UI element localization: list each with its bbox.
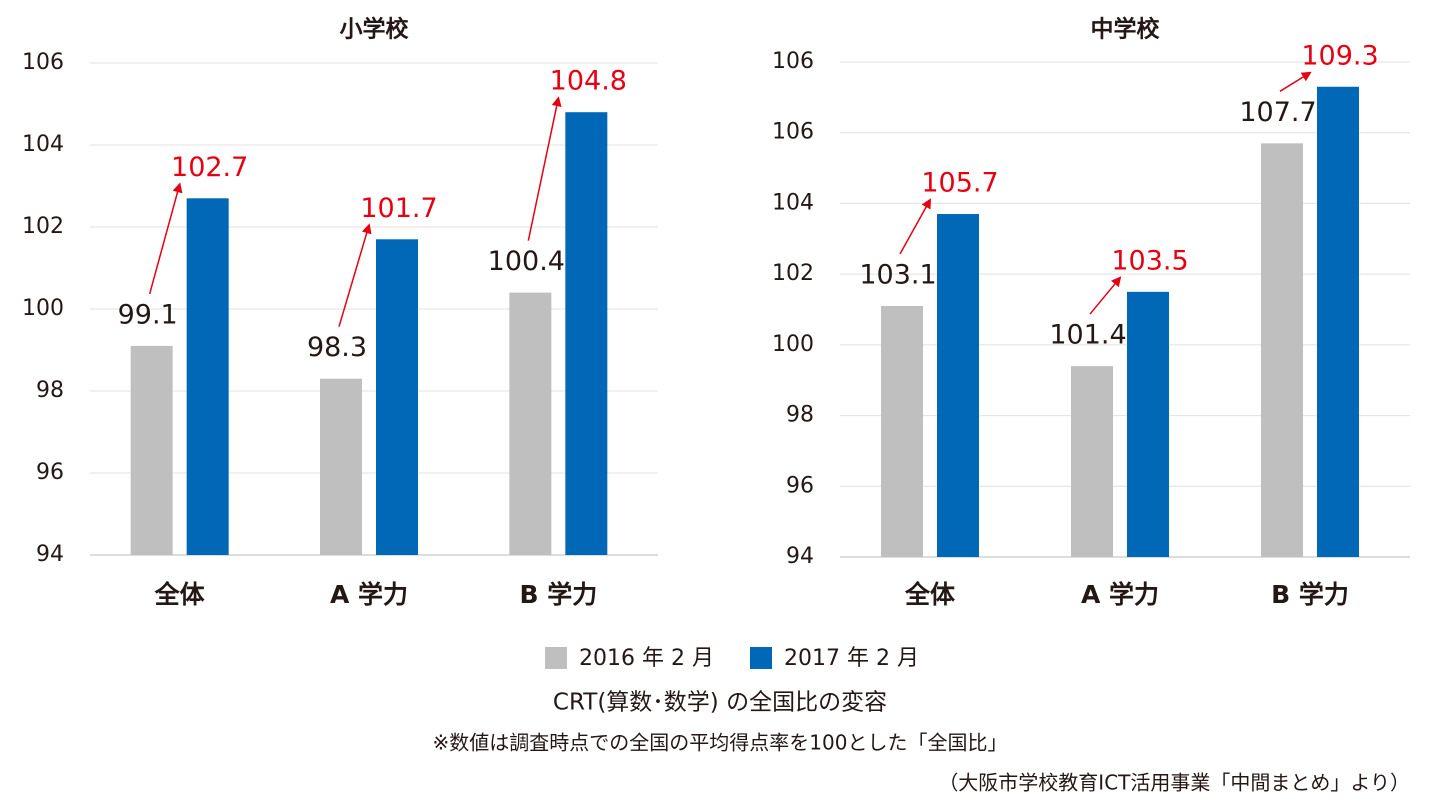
y-tick-label: 106 [772, 120, 814, 145]
bar [937, 214, 979, 558]
x-tick-label: 全体 [154, 580, 206, 609]
bar [320, 378, 362, 555]
y-tick-label: 100 [772, 332, 814, 357]
y-tick-label: 96 [786, 473, 814, 498]
bar [1317, 86, 1359, 557]
bar [130, 345, 173, 555]
x-tick-label: B 学力 [519, 580, 597, 609]
data-label: 103.1 [859, 259, 936, 290]
y-tick-label: 96 [36, 460, 64, 485]
data-label: 105.7 [921, 168, 998, 199]
data-label: 98.3 [307, 332, 367, 363]
x-tick-label: A 学力 [1081, 580, 1159, 609]
legend-label: 2016 年 2 月 [579, 646, 714, 671]
data-label: 103.5 [1111, 245, 1188, 276]
y-tick-label: 100 [22, 296, 64, 321]
data-label: 101.4 [1049, 320, 1126, 351]
y-tick-label: 104 [772, 190, 814, 215]
data-label: 99.1 [118, 299, 178, 330]
data-label: 101.7 [360, 193, 437, 224]
trend-arrow [148, 182, 183, 295]
y-tick-label: 102 [22, 214, 64, 239]
bar [509, 292, 552, 555]
bar [186, 198, 229, 556]
note: ※数値は調査時点での全国の平均得点率を100とした「全国比」 [433, 731, 1008, 755]
bar [565, 112, 608, 555]
y-tick-label: 102 [772, 261, 814, 286]
caption: CRT(算数･数学) の全国比の変容 [553, 690, 887, 716]
x-tick-label: A 学力 [330, 580, 408, 609]
y-tick-label: 98 [36, 378, 64, 403]
chart-title: 中学校 [1091, 16, 1161, 43]
legend-label: 2017 年 2 月 [784, 646, 919, 671]
y-tick-label: 98 [786, 403, 814, 428]
data-label: 107.7 [1239, 97, 1316, 128]
data-label: 109.3 [1301, 40, 1378, 71]
y-tick-label: 94 [786, 544, 814, 569]
bar [1071, 366, 1113, 557]
y-tick-label: 94 [36, 542, 64, 567]
legend-swatch [750, 647, 772, 669]
data-label: 102.7 [171, 152, 248, 183]
trend-arrow [1089, 276, 1122, 315]
x-tick-label: B 学力 [1271, 580, 1349, 609]
y-tick-label: 104 [22, 132, 64, 157]
chart-title: 小学校 [340, 16, 410, 43]
bar [376, 239, 418, 556]
trend-arrow [527, 96, 562, 241]
trend-arrow [1279, 71, 1312, 92]
source: （大阪市学校教育ICT活用事業「中間まとめ」より） [938, 771, 1410, 795]
y-tick-label: 106 [22, 50, 64, 75]
y-tick-label: 106 [772, 49, 814, 74]
trend-arrow [338, 223, 372, 327]
data-label: 100.4 [488, 246, 565, 277]
data-label: 104.8 [550, 66, 627, 97]
bar [881, 305, 923, 557]
bar [1261, 143, 1303, 558]
legend-swatch [545, 647, 567, 669]
trend-arrow [899, 198, 931, 255]
bar [1127, 291, 1169, 557]
x-tick-label: 全体 [904, 580, 956, 609]
